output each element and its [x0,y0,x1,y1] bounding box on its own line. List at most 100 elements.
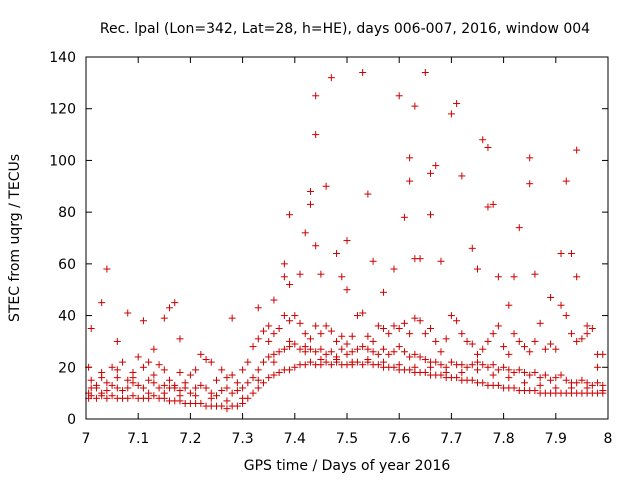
data-point [474,350,481,358]
data-point [223,397,231,405]
x-axis-label: GPS time / Days of year 2016 [244,458,451,474]
data-point [312,322,320,330]
y-tick-label: 60 [58,257,76,273]
data-point [270,358,278,366]
data-point [108,381,116,389]
data-point [364,345,372,353]
data-point [249,374,257,382]
data-point [562,312,570,320]
data-point [447,358,455,366]
data-point [239,384,247,392]
data-point [395,361,403,369]
data-point [594,363,602,371]
data-point [207,358,215,366]
y-tick-label: 40 [58,309,76,325]
data-point [458,330,466,338]
data-point [124,309,132,317]
data-point [301,361,309,369]
data-point [103,387,111,395]
data-point [134,353,142,361]
data-point [327,348,335,356]
data-point [296,319,304,327]
data-point [92,394,100,402]
data-point [218,366,226,374]
data-point [599,350,607,358]
data-point [129,374,137,382]
data-point [479,345,487,353]
data-point [291,340,299,348]
data-point [510,368,518,376]
data-point [343,350,351,358]
data-point [364,332,372,340]
data-point [406,353,414,361]
data-point [223,405,231,413]
data-point [280,345,288,353]
data-point [202,384,210,392]
data-point [390,363,398,371]
data-point [317,345,325,353]
data-point [124,394,132,402]
data-point [192,392,200,400]
y-tick-label: 120 [49,102,76,118]
data-point [374,322,382,330]
data-point [588,325,596,332]
data-point [552,384,560,392]
data-point [531,387,539,395]
data-point [150,392,158,400]
data-point [526,371,534,379]
data-point [489,200,497,208]
data-point [343,340,351,348]
data-point [139,317,147,325]
data-point [484,203,492,211]
data-point [275,368,283,376]
data-point [270,296,278,304]
data-point [348,348,356,356]
data-point [98,392,106,400]
data-point [369,337,377,345]
data-point [380,345,388,353]
data-point [160,314,168,322]
data-point [327,74,335,82]
data-point [197,350,205,358]
data-point [369,348,377,356]
data-point [306,345,314,353]
data-point [385,350,393,358]
data-point [484,363,492,371]
data-point [526,180,534,188]
data-point [275,325,283,332]
data-point [353,345,361,353]
data-point [515,337,523,345]
data-point [239,394,247,402]
data-point [113,374,121,382]
data-point [395,325,403,332]
plot-frame [85,56,609,420]
data-point [588,381,596,389]
data-point [254,376,262,384]
data-point [406,154,414,162]
data-point [145,389,153,397]
data-point [327,361,335,369]
data-point [463,337,471,345]
data-point [145,376,153,384]
data-point [557,301,565,309]
data-point [197,399,205,407]
data-point [484,144,492,151]
data-point [427,169,435,177]
data-point [176,392,184,400]
data-point [573,337,581,345]
data-point [218,402,226,410]
data-point [223,374,231,382]
data-point [427,325,435,332]
data-point [421,330,429,338]
data-point [166,304,174,312]
data-point [526,348,534,356]
data-point [213,392,220,400]
data-point [218,387,226,395]
data-point [536,374,544,382]
data-point [322,358,330,366]
data-point [259,358,267,366]
data-point [484,337,492,345]
chart-title: Rec. lpal (Lon=342, Lat=28, h=HE), days … [100,21,590,37]
data-point [380,325,388,332]
